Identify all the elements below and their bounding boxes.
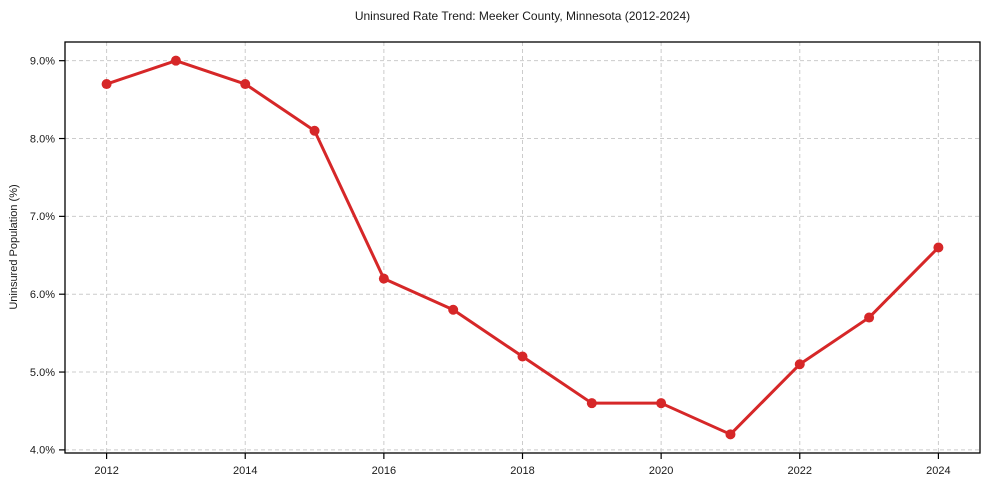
data-point-2018	[517, 351, 528, 362]
data-point-2021	[725, 429, 736, 440]
data-point-2015	[309, 125, 320, 136]
data-point-2020	[656, 398, 667, 409]
x-tick-label: 2012	[94, 465, 118, 477]
data-point-2016	[378, 273, 389, 284]
x-tick-label: 2014	[233, 465, 257, 477]
data-point-2017	[448, 304, 459, 315]
y-axis-label: Uninsured Population (%)	[8, 184, 20, 310]
data-point-2022	[794, 359, 805, 370]
x-tick-label: 2022	[788, 465, 812, 477]
x-tick-label: 2018	[510, 465, 534, 477]
y-tick-label: 5.0%	[30, 367, 55, 379]
data-point-2012	[101, 79, 112, 90]
y-tick-label: 9.0%	[30, 56, 55, 68]
data-point-2019	[586, 398, 597, 409]
x-tick-label: 2024	[926, 465, 950, 477]
y-tick-label: 6.0%	[30, 289, 55, 301]
y-tick-label: 7.0%	[30, 211, 55, 223]
x-tick-label: 2020	[649, 465, 673, 477]
chart-title: Uninsured Rate Trend: Meeker County, Min…	[354, 9, 691, 23]
data-point-2014	[240, 79, 251, 90]
y-tick-label: 4.0%	[30, 445, 55, 457]
data-point-2024	[933, 242, 944, 253]
data-point-2013	[170, 55, 181, 66]
x-tick-label: 2016	[372, 465, 396, 477]
data-point-2023	[864, 312, 875, 323]
y-tick-label: 8.0%	[30, 133, 55, 145]
